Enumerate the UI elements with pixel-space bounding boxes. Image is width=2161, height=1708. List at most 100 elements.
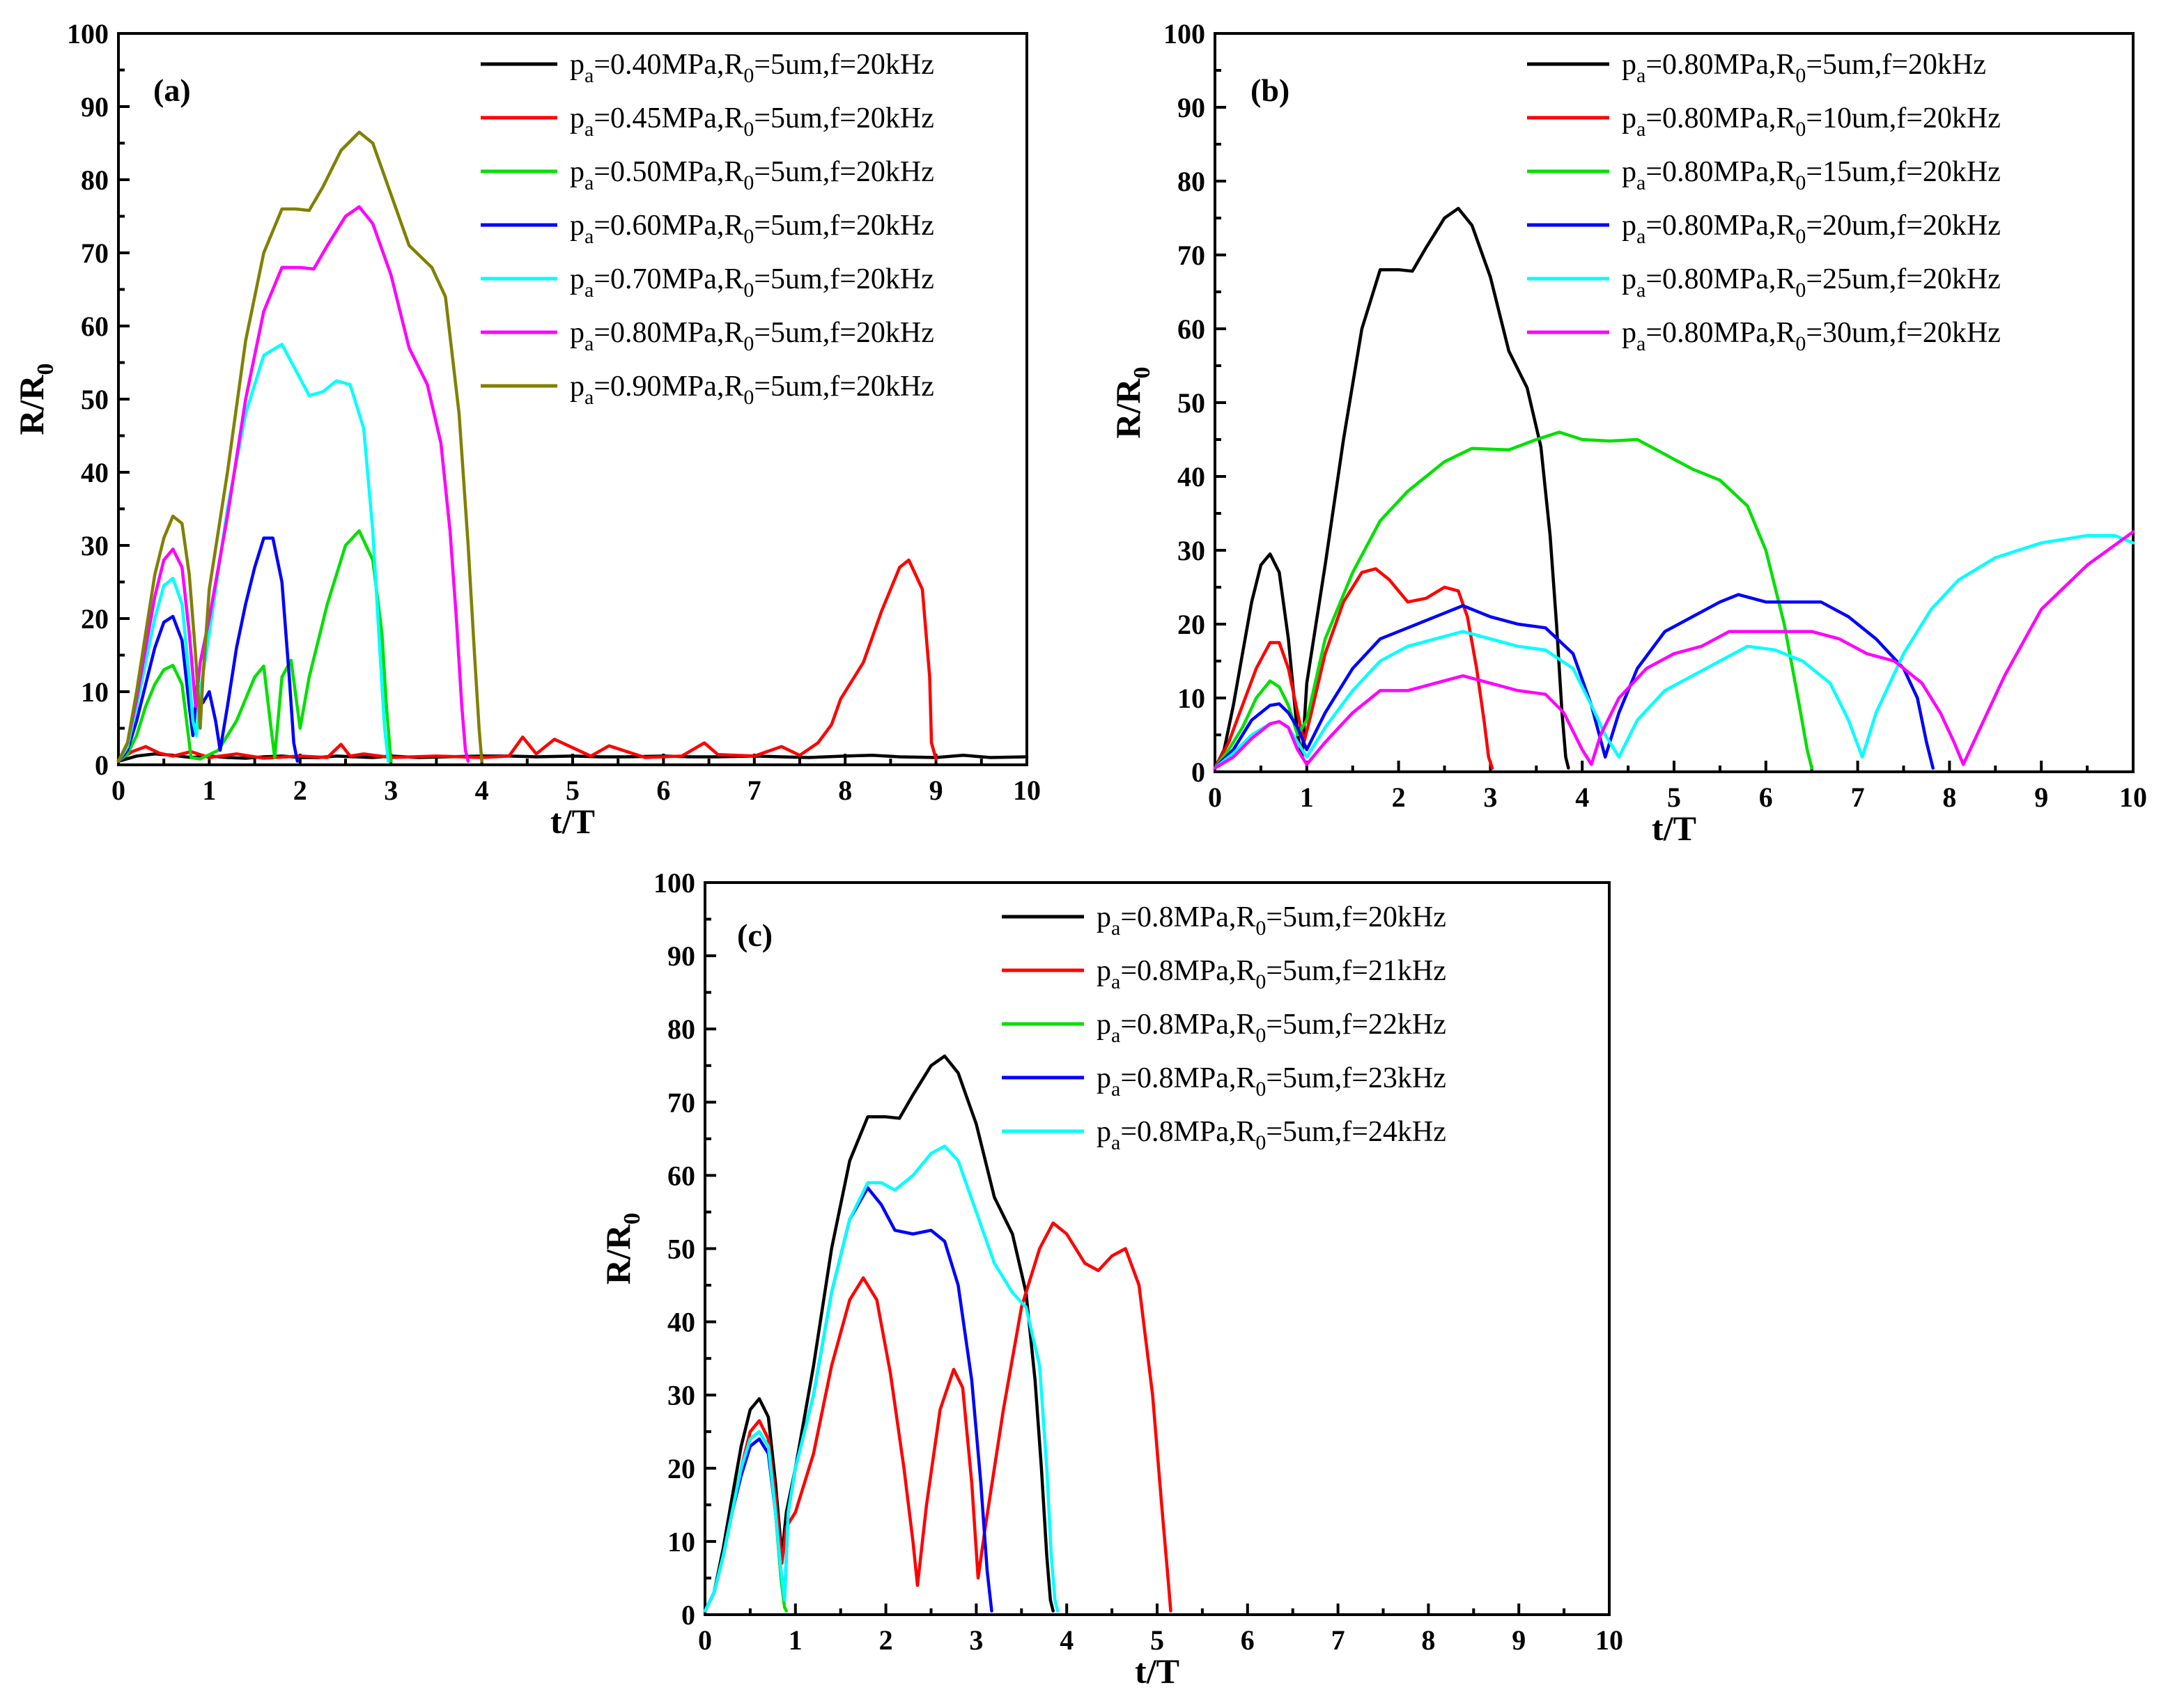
panel-b-y-tick-label: 60 xyxy=(1177,313,1205,345)
panel-a-y-tick-label: 60 xyxy=(81,311,109,342)
panel-b-y-tick-label: 40 xyxy=(1177,461,1205,492)
panel-c-legend-label-2: pa=0.8MPa,R0=5um,f=21kHz xyxy=(1097,955,1446,993)
panel-c-x-tick-label: 10 xyxy=(1595,1624,1623,1656)
panel-a-y-tick-label: 30 xyxy=(81,530,109,561)
panel-b-x-tick-label: 2 xyxy=(1392,782,1406,813)
panel-b-x-tick-label: 5 xyxy=(1667,782,1681,813)
panel-b-series-line-2 xyxy=(1213,567,1494,770)
panel-c: 0 1 2 3 4 5 6 7 8 9 100102030405060708090100t/TR/R… xyxy=(598,867,1623,1691)
panel-a-x-tick-label: 9 xyxy=(929,775,943,806)
panel-b-legend-label-6: pa=0.80MPa,R0=30um,f=20kHz xyxy=(1622,317,2001,355)
panel-c-y-tick-label: 90 xyxy=(667,940,695,972)
panel-b-y-tick-label: 50 xyxy=(1177,387,1205,419)
panel-c-x-tick-label: 8 xyxy=(1421,1624,1435,1656)
panel-b-legend-label-1: pa=0.80MPa,R0=5um,f=20kHz xyxy=(1622,49,1986,87)
panel-b-series-line-4 xyxy=(1213,593,1935,770)
panel-c-y-axis-title: R/R0 xyxy=(598,1213,645,1284)
panel-c-series-line-5 xyxy=(703,1144,1060,1613)
panel-a-legend-label-3: pa=0.50MPa,R0=5um,f=20kHz xyxy=(570,156,934,194)
panel-a-y-tick-label: 20 xyxy=(81,603,109,635)
panel-a-y-axis-title: R/R0 xyxy=(12,363,59,435)
panel-a-y-tick-label: 10 xyxy=(81,676,109,708)
panel-b-x-tick-label: 6 xyxy=(1759,782,1773,813)
panel-c-series-line-4 xyxy=(703,1186,993,1613)
panel-a-legend-label-1: pa=0.40MPa,R0=5um,f=20kHz xyxy=(570,49,934,87)
panel-b-series-line-6 xyxy=(1213,530,2135,770)
panel-c-series-line-1 xyxy=(703,1054,1055,1613)
panel-c-x-tick-label: 9 xyxy=(1512,1624,1526,1656)
panel-a-x-axis-title: t/T xyxy=(550,802,595,841)
panel-c-x-axis-title: t/T xyxy=(1135,1652,1179,1691)
panel-a-y-tick-label: 70 xyxy=(81,238,109,269)
panel-c-y-tick-label: 60 xyxy=(667,1160,695,1191)
panel-c-y-tick-label: 70 xyxy=(667,1087,695,1118)
panel-a-x-tick-label: 3 xyxy=(384,775,398,806)
panel-b-series-line-5 xyxy=(1213,534,2135,770)
panel-a-legend-label-2: pa=0.45MPa,R0=5um,f=20kHz xyxy=(570,102,934,141)
panel-a-x-tick-label: 4 xyxy=(475,775,489,806)
panel-a-legend-label-5: pa=0.70MPa,R0=5um,f=20kHz xyxy=(570,263,934,302)
panel-c-series-line-2 xyxy=(703,1221,1172,1613)
panel-b-x-tick-label: 0 xyxy=(1208,782,1222,813)
panel-b-y-tick-label: 70 xyxy=(1177,240,1205,271)
panel-b: 0 1 2 3 4 5 6 7 8 9 100102030405060708090100t/TR/R… xyxy=(1108,18,2147,848)
panel-c-y-tick-label: 10 xyxy=(667,1526,695,1558)
panel-a-x-tick-label: 5 xyxy=(566,775,580,806)
panel-b-legend-label-3: pa=0.80MPa,R0=15um,f=20kHz xyxy=(1622,156,2001,194)
panel-a-legend-label-6: pa=0.80MPa,R0=5um,f=20kHz xyxy=(570,317,934,355)
panel-c-x-tick-label: 0 xyxy=(698,1624,712,1656)
panel-b-x-tick-label: 3 xyxy=(1483,782,1497,813)
panel-b-y-axis-title: R/R0 xyxy=(1108,366,1155,438)
panel-a-series-line-7 xyxy=(116,130,483,763)
panel-c-x-tick-label: 5 xyxy=(1150,1624,1164,1656)
panel-a-x-tick-label: 2 xyxy=(293,775,307,806)
panel-c-label: (c) xyxy=(737,917,773,953)
panel-c-x-tick-label: 7 xyxy=(1331,1624,1345,1656)
panel-b-legend-label-5: pa=0.80MPa,R0=25um,f=20kHz xyxy=(1622,263,2001,302)
panel-a: 0 1 2 3 4 5 6 7 8 9 100102030405060708090100t/TR/R… xyxy=(12,18,1041,841)
panel-a-y-tick-label: 90 xyxy=(81,91,109,123)
panel-a-legend-label-4: pa=0.60MPa,R0=5um,f=20kHz xyxy=(570,210,934,248)
panel-a-x-tick-label: 6 xyxy=(656,775,670,806)
panel-a-label: (a) xyxy=(153,72,191,108)
panel-c-y-tick-label: 20 xyxy=(667,1453,695,1484)
panel-c-y-tick-label: 0 xyxy=(681,1599,695,1631)
panel-b-x-tick-label: 4 xyxy=(1575,782,1589,813)
panel-b-x-tick-label: 7 xyxy=(1851,782,1865,813)
panel-b-y-tick-label: 0 xyxy=(1191,756,1205,788)
panel-c-y-tick-label: 100 xyxy=(653,867,695,899)
panel-c-legend-label-5: pa=0.8MPa,R0=5um,f=24kHz xyxy=(1097,1116,1446,1154)
panel-c-x-tick-label: 2 xyxy=(879,1624,893,1656)
panel-a-x-tick-label: 0 xyxy=(111,775,125,806)
panel-a-y-tick-label: 50 xyxy=(81,384,109,415)
panel-b-y-tick-label: 90 xyxy=(1177,92,1205,123)
panel-b-plot-frame xyxy=(1214,32,2135,773)
panel-a-x-tick-label: 8 xyxy=(838,775,852,806)
panel-c-y-tick-label: 40 xyxy=(667,1307,695,1338)
panel-c-y-tick-label: 80 xyxy=(667,1014,695,1045)
panel-a-legend-label-7: pa=0.90MPa,R0=5um,f=20kHz xyxy=(570,371,934,409)
panel-c-x-tick-label: 1 xyxy=(789,1624,803,1656)
panel-b-series-line-1 xyxy=(1213,206,1570,770)
panel-b-x-tick-label: 8 xyxy=(1942,782,1956,813)
panel-a-x-tick-label: 7 xyxy=(748,775,761,806)
panel-b-series-line-3 xyxy=(1213,430,1813,770)
panel-c-x-tick-label: 6 xyxy=(1241,1624,1255,1656)
panel-a-y-tick-label: 0 xyxy=(95,750,109,781)
panel-b-y-tick-label: 100 xyxy=(1163,18,1205,49)
panel-c-legend-label-4: pa=0.8MPa,R0=5um,f=23kHz xyxy=(1097,1062,1446,1101)
panel-a-y-tick-label: 100 xyxy=(67,18,109,49)
panel-b-label: (b) xyxy=(1250,72,1289,108)
panel-a-y-tick-label: 40 xyxy=(81,457,109,488)
panel-a-series-line-3 xyxy=(116,529,393,763)
panel-c-y-tick-label: 30 xyxy=(667,1380,695,1411)
panel-c-legend-label-1: pa=0.8MPa,R0=5um,f=20kHz xyxy=(1097,901,1446,940)
panel-c-x-tick-label: 3 xyxy=(969,1624,983,1656)
panel-b-x-axis-title: t/T xyxy=(1652,809,1696,848)
panel-a-x-tick-label: 1 xyxy=(202,775,216,806)
panel-c-x-tick-label: 4 xyxy=(1060,1624,1074,1656)
panel-b-y-tick-label: 10 xyxy=(1177,683,1205,714)
panel-c-plot-frame xyxy=(704,881,1611,1616)
panel-b-y-tick-label: 80 xyxy=(1177,166,1205,197)
